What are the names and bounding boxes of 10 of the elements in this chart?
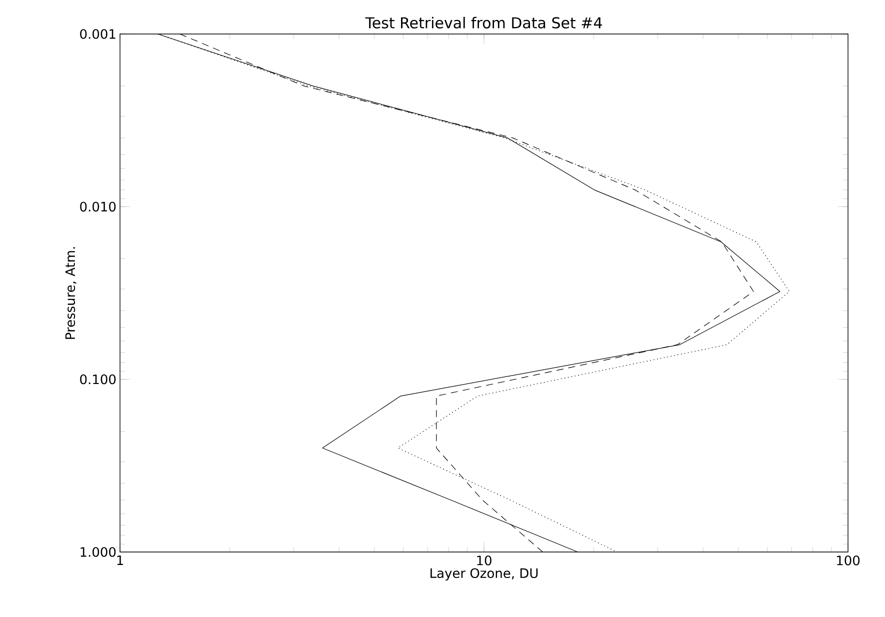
y-tick-label: 1.000	[80, 547, 116, 557]
chart-title: Test Retrieval from Data Set #4	[365, 16, 602, 28]
x-tick-label: 10	[477, 556, 492, 566]
y-tick-label: 0.001	[80, 29, 116, 39]
y-tick-label: 0.010	[80, 202, 116, 212]
y-tick-label: 0.100	[80, 374, 116, 384]
x-tick-label: 1	[117, 556, 123, 565]
x-tick-label: 100	[837, 556, 860, 566]
x-axis-title: Layer Ozone, DU	[430, 568, 538, 581]
y-axis-title: Pressure, Atm.	[65, 247, 76, 339]
